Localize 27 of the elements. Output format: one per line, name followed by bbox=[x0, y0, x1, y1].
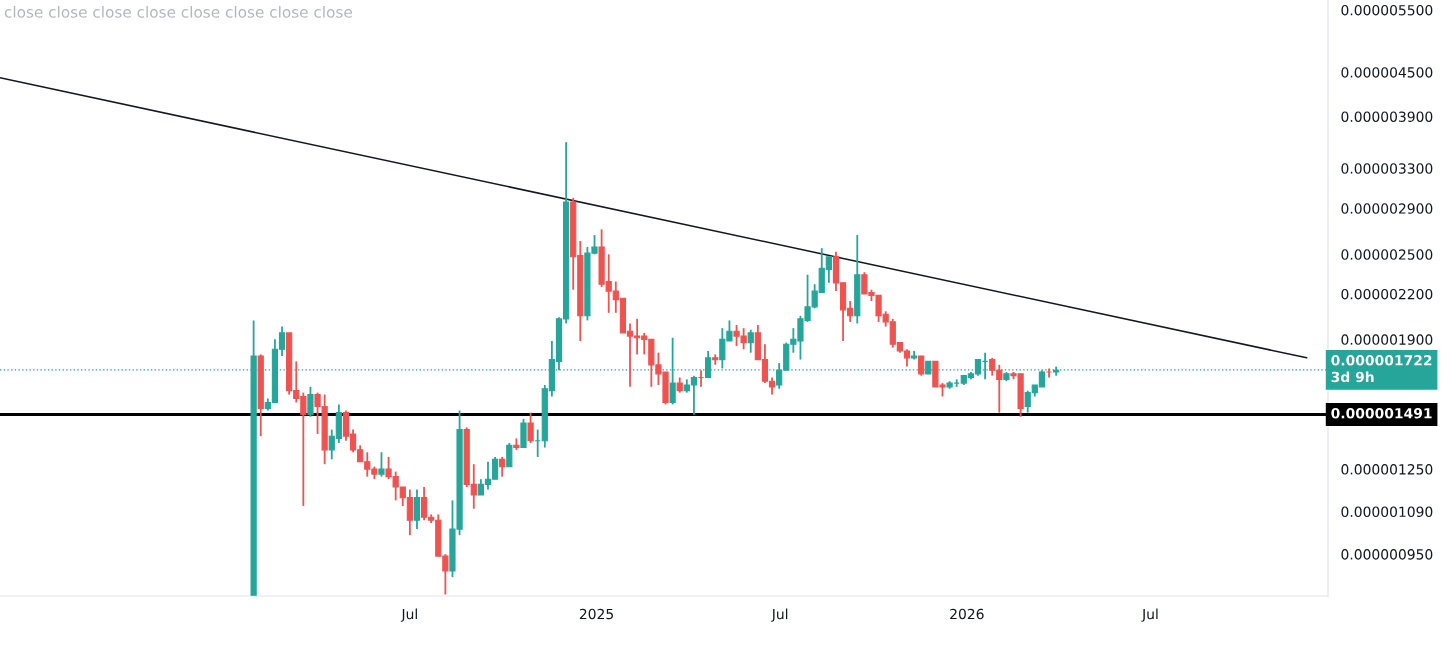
candlestick bbox=[918, 355, 925, 377]
y-tick-label: 0.000003300 bbox=[1341, 163, 1433, 174]
x-tick-label: 2026 bbox=[950, 608, 984, 620]
y-tick-label: 0.000000950 bbox=[1341, 549, 1433, 560]
y-tick-label: 0.000005500 bbox=[1341, 4, 1433, 16]
y-tick-label: 0.000002200 bbox=[1341, 288, 1433, 300]
candlestick bbox=[747, 328, 754, 354]
x-tick-label: 2025 bbox=[579, 608, 613, 620]
y-tick-label: 0.000002900 bbox=[1341, 203, 1433, 214]
candlestick bbox=[307, 385, 314, 418]
candlestick bbox=[527, 411, 534, 444]
candlestick bbox=[413, 488, 421, 531]
candlestick bbox=[499, 456, 506, 478]
annotation: close close close close close close close close bbox=[4, 5, 352, 18]
y-tick-label: 0.000001250 bbox=[1341, 464, 1433, 475]
candlestick bbox=[378, 451, 385, 478]
y-tick-label: 0.000003900 bbox=[1341, 111, 1433, 122]
y-tick-label: 0.000002500 bbox=[1341, 249, 1433, 260]
x-tick-label: Jul bbox=[400, 608, 417, 622]
y-tick-label: 0.000001900 bbox=[1341, 334, 1433, 345]
x-tick-label: Jul bbox=[771, 608, 788, 622]
y-tick-label: 0.000004500 bbox=[1341, 67, 1433, 78]
candlestick bbox=[506, 442, 513, 468]
x-tick-label: Jul bbox=[1141, 608, 1158, 622]
y-tick-label: 0.000001090 bbox=[1341, 506, 1433, 518]
ref-line-label: 0.000001722 3d 9h bbox=[1331, 355, 1432, 383]
ref-line-label: 0.000001491 bbox=[1331, 408, 1432, 419]
